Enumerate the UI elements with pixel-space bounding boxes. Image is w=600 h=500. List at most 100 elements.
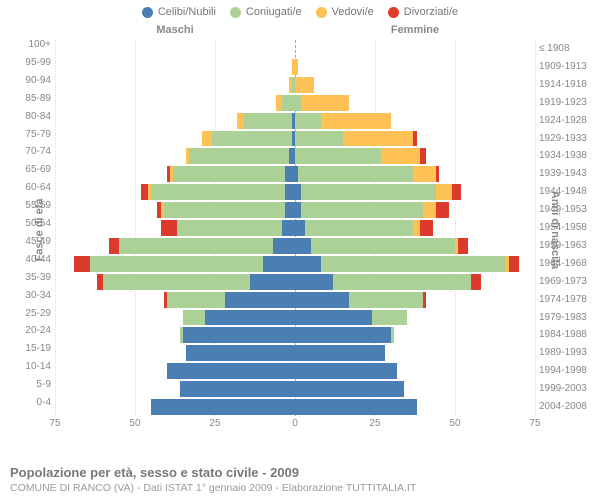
- male-bar: [55, 184, 295, 200]
- birth-year-label: 1909-1913: [535, 58, 587, 75]
- bar-segment: [295, 59, 298, 75]
- pyramid-row: 85-891919-1923: [55, 94, 535, 112]
- female-bar: [295, 59, 535, 75]
- bar-segment: [301, 202, 423, 218]
- pyramid-row: 60-641944-1948: [55, 183, 535, 201]
- pyramid-row: 90-941914-1918: [55, 76, 535, 94]
- pyramid-row: 50-541954-1958: [55, 219, 535, 237]
- bar-segment: [413, 131, 416, 147]
- bar-segment: [189, 148, 288, 164]
- x-axis: 7550250255075: [55, 418, 535, 434]
- bar-segment: [263, 256, 295, 272]
- age-label: 65-69: [25, 165, 55, 175]
- age-label: 90-94: [25, 76, 55, 86]
- age-label: 70-74: [25, 147, 55, 157]
- bar-segment: [509, 256, 519, 272]
- bar-segment: [458, 238, 468, 254]
- legend-item: Celibi/Nubili: [142, 6, 216, 18]
- chart-area: Fasce di età Anni di nascita 100+≤ 19089…: [10, 26, 590, 434]
- birth-year-label: 1989-1993: [535, 344, 587, 361]
- bar-segment: [372, 310, 407, 326]
- bar-segment: [180, 381, 295, 397]
- bar-segment: [285, 166, 295, 182]
- birth-year-label: 1974-1978: [535, 291, 587, 308]
- footer-subtitle: COMUNE DI RANCO (VA) - Dati ISTAT 1° gen…: [10, 482, 590, 494]
- footer-title: Popolazione per età, sesso e stato civil…: [10, 465, 590, 480]
- pyramid-row: 25-291979-1983: [55, 309, 535, 327]
- pyramid-row: 65-691939-1943: [55, 165, 535, 183]
- pyramid-row: 100+≤ 1908: [55, 40, 535, 58]
- bar-segment: [282, 95, 295, 111]
- bar-segment: [295, 399, 417, 415]
- pyramid-row: 70-741934-1938: [55, 147, 535, 165]
- female-bar: [295, 166, 535, 182]
- female-bar: [295, 113, 535, 129]
- birth-year-label: 1969-1973: [535, 273, 587, 290]
- bar-segment: [305, 220, 414, 236]
- birth-year-label: 1924-1928: [535, 112, 587, 129]
- age-label: 30-34: [25, 291, 55, 301]
- male-bar: [55, 220, 295, 236]
- age-label: 95-99: [25, 58, 55, 68]
- bar-segment: [295, 327, 391, 343]
- bar-segment: [436, 166, 439, 182]
- male-bar: [55, 238, 295, 254]
- legend-label: Divorziati/e: [404, 6, 458, 18]
- bar-segment: [167, 363, 295, 379]
- birth-year-label: 2004-2008: [535, 398, 587, 415]
- male-bar: [55, 113, 295, 129]
- birth-year-label: 1944-1948: [535, 183, 587, 200]
- x-tick-label: 75: [49, 418, 60, 429]
- birth-year-label: 1954-1958: [535, 219, 587, 236]
- birth-year-label: 1919-1923: [535, 94, 587, 111]
- bar-segment: [321, 113, 391, 129]
- bar-segment: [420, 148, 426, 164]
- male-bar: [55, 292, 295, 308]
- legend-label: Vedovi/e: [332, 6, 374, 18]
- female-bar: [295, 202, 535, 218]
- age-label: 50-54: [25, 219, 55, 229]
- female-bar: [295, 292, 535, 308]
- female-bar: [295, 184, 535, 200]
- male-bar: [55, 363, 295, 379]
- legend-swatch: [142, 7, 153, 18]
- legend-swatch: [316, 7, 327, 18]
- age-label: 25-29: [25, 309, 55, 319]
- plot-region: 100+≤ 190895-991909-191390-941914-191885…: [55, 40, 535, 416]
- age-label: 80-84: [25, 112, 55, 122]
- female-bar: [295, 41, 535, 57]
- legend-swatch: [230, 7, 241, 18]
- bar-segment: [295, 256, 321, 272]
- pyramid-row: 5-91999-2003: [55, 380, 535, 398]
- bar-segment: [301, 95, 349, 111]
- bar-segment: [349, 292, 423, 308]
- bar-segment: [295, 220, 305, 236]
- birth-year-label: 1959-1963: [535, 237, 587, 254]
- bar-segment: [391, 327, 394, 343]
- bar-segment: [183, 310, 205, 326]
- birth-year-label: 1929-1933: [535, 130, 587, 147]
- bar-segment: [164, 202, 286, 218]
- female-bar: [295, 399, 535, 415]
- bar-segment: [295, 381, 404, 397]
- bar-segment: [295, 131, 343, 147]
- male-bar: [55, 41, 295, 57]
- bar-segment: [343, 131, 413, 147]
- age-label: 40-44: [25, 255, 55, 265]
- male-bar: [55, 399, 295, 415]
- x-tick-label: 50: [449, 418, 460, 429]
- pyramid-row: 35-391969-1973: [55, 273, 535, 291]
- pyramid-row: 95-991909-1913: [55, 58, 535, 76]
- age-label: 35-39: [25, 273, 55, 283]
- bar-segment: [173, 166, 285, 182]
- x-tick-label: 25: [369, 418, 380, 429]
- x-tick-label: 0: [292, 418, 298, 429]
- birth-year-label: 1964-1968: [535, 255, 587, 272]
- x-tick-label: 75: [529, 418, 540, 429]
- legend-label: Coniugati/e: [246, 6, 302, 18]
- female-bar: [295, 327, 535, 343]
- bar-segment: [151, 184, 285, 200]
- male-bar: [55, 381, 295, 397]
- birth-year-label: 1939-1943: [535, 165, 587, 182]
- female-bar: [295, 220, 535, 236]
